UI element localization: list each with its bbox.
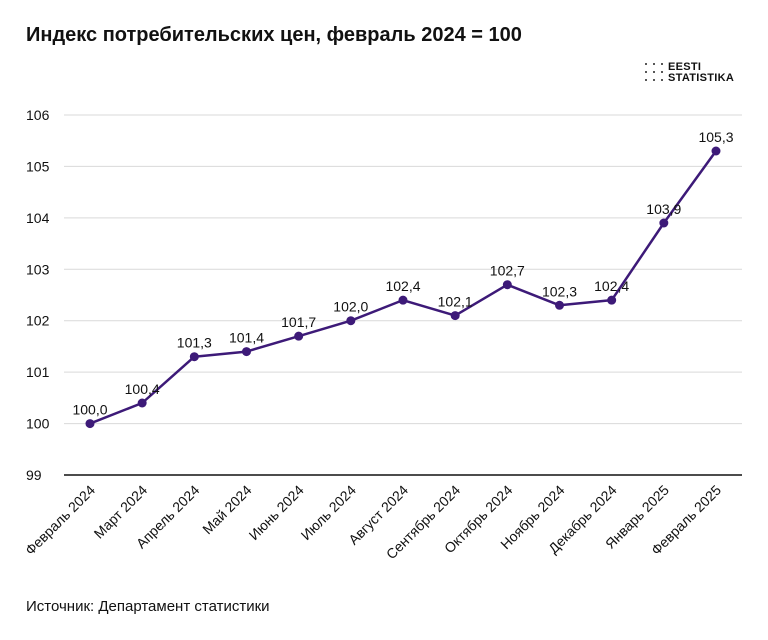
data-point <box>659 218 669 228</box>
x-tick-label: Июнь 2024 <box>246 482 307 543</box>
data-point <box>346 316 356 326</box>
x-tick-label: Май 2024 <box>199 482 255 538</box>
y-tick-label: 99 <box>26 467 42 483</box>
data-label: 102,4 <box>594 278 629 294</box>
y-tick-label: 105 <box>26 158 50 174</box>
data-point <box>189 352 199 362</box>
data-point <box>555 300 564 310</box>
data-point <box>398 295 408 305</box>
data-label: 101,4 <box>229 330 264 346</box>
data-point <box>450 311 460 321</box>
y-tick-label: 103 <box>26 261 50 277</box>
data-point <box>607 295 617 305</box>
eesti-statistika-logo: EESTI STATISTIKA <box>644 62 734 86</box>
data-label: 102,4 <box>385 278 420 294</box>
data-label: 102,0 <box>333 299 368 315</box>
y-tick-label: 102 <box>26 313 50 329</box>
data-label: 101,7 <box>281 314 316 330</box>
data-label: 101,3 <box>177 335 212 351</box>
y-tick-label: 104 <box>26 210 50 226</box>
x-tick-label: Февраль 2024 <box>22 482 98 558</box>
logo-dots-icon <box>644 62 668 86</box>
data-point <box>711 146 721 156</box>
y-tick-label: 106 <box>26 107 50 123</box>
y-tick-label: 101 <box>26 364 50 380</box>
data-label: 102,7 <box>490 263 525 279</box>
data-point <box>85 419 95 429</box>
data-label: 100,0 <box>72 402 107 418</box>
logo-text-line1: EESTI <box>668 61 702 73</box>
data-label: 102,3 <box>542 283 577 299</box>
logo-text-line2: STATISTIKA <box>668 72 735 84</box>
chart-title: Индекс потребительских цен, февраль 2024… <box>26 24 522 46</box>
data-label: 103,9 <box>646 201 681 217</box>
data-label: 102,1 <box>438 294 473 310</box>
data-point <box>294 331 304 341</box>
source-note: Источник: Департамент статистики <box>26 598 270 615</box>
data-point <box>137 398 147 408</box>
data-label: 105,3 <box>698 129 733 145</box>
data-point <box>242 347 251 357</box>
data-label: 100,4 <box>125 381 160 397</box>
data-point <box>502 280 512 290</box>
y-tick-label: 100 <box>26 416 50 432</box>
